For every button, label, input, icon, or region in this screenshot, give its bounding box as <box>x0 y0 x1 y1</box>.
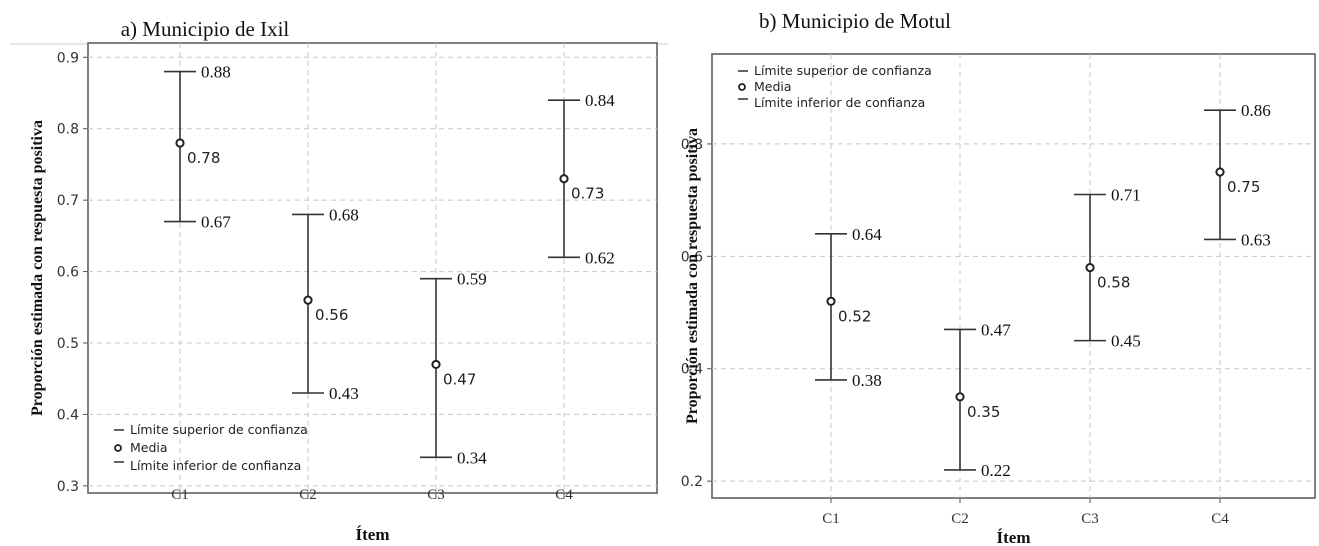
upper-value-label: 0.68 <box>329 205 359 224</box>
y-tick-label: 0.9 <box>57 50 79 66</box>
x-tick-label: C2 <box>299 487 317 503</box>
legend-mean-label: Media <box>130 440 168 455</box>
lower-value-label: 0.34 <box>457 448 487 467</box>
x-tick-label: C3 <box>427 487 445 503</box>
chart-panel-b: b) Municipio de Motul 0.2 0.4 0.6 0.8 C1 C2 C3 C… <box>681 9 1316 546</box>
errorbar-c4: 0.84 0.62 0.73 <box>548 91 615 267</box>
x-axis-label: Ítem <box>356 525 390 544</box>
upper-value-label: 0.59 <box>457 270 487 289</box>
legend-lower-label: Límite inferior de confianza <box>754 95 925 110</box>
errorbar-c3: 0.59 0.34 0.47 <box>420 270 487 467</box>
mean-value-label: 0.35 <box>967 403 1000 421</box>
y-tick-label: 0.2 <box>681 474 703 490</box>
errorbar-c1: 0.64 0.38 0.52 <box>815 225 882 390</box>
mean-point <box>1085 262 1095 273</box>
legend-lower-label: Límite inferior de confianza <box>130 458 301 473</box>
legend-mean-label: Media <box>754 79 792 94</box>
mean-value-label: 0.58 <box>1097 274 1130 292</box>
mean-point <box>955 392 965 402</box>
lower-value-label: 0.63 <box>1241 230 1271 249</box>
lower-value-label: 0.62 <box>585 248 615 267</box>
upper-value-label: 0.88 <box>201 63 231 82</box>
mean-point <box>431 359 441 370</box>
legend-upper-label: Límite superior de confianza <box>130 422 308 437</box>
legend-mean-symbol <box>114 444 122 452</box>
y-axis-label: Proporción estimada con respuesta positi… <box>29 120 46 416</box>
chart-title: a) Municipio de Ixil <box>121 17 290 41</box>
upper-value-label: 0.64 <box>852 225 882 244</box>
mean-point <box>175 138 185 148</box>
mean-value-label: 0.78 <box>187 149 220 167</box>
y-tick-label: 0.8 <box>681 137 703 153</box>
lower-value-label: 0.38 <box>852 371 882 390</box>
mean-value-label: 0.52 <box>838 307 871 325</box>
legend: Límite superior de confianza Media Límite … <box>114 422 308 473</box>
y-tick-label: 0.6 <box>57 265 79 281</box>
x-tick-label: C4 <box>1211 511 1229 527</box>
y-tick-label: 0.4 <box>681 362 703 378</box>
errorbar-c2: 0.68 0.43 0.56 <box>292 205 359 403</box>
x-tick-label: C2 <box>951 511 969 527</box>
y-tick-label: 0.8 <box>57 122 79 138</box>
mean-point <box>1215 167 1225 177</box>
y-tick-label: 0.7 <box>57 193 79 209</box>
y-tick-label: 0.6 <box>681 249 703 265</box>
legend-upper-label: Límite superior de confianza <box>754 63 932 78</box>
upper-value-label: 0.47 <box>981 320 1011 339</box>
y-tick-label: 0.4 <box>57 407 79 423</box>
x-tick-label: C4 <box>555 487 573 503</box>
errorbar-c2: 0.47 0.22 0.35 <box>944 320 1011 480</box>
errorbar-c3: 0.71 0.45 0.58 <box>1074 186 1141 351</box>
upper-value-label: 0.84 <box>585 91 615 110</box>
lower-value-label: 0.67 <box>201 213 231 232</box>
plot-frame <box>87 42 658 494</box>
x-axis-label: Ítem <box>997 528 1031 546</box>
y-axis-label: Proporción estimada con respuesta positi… <box>684 128 701 424</box>
x-tick-label: C1 <box>822 511 840 527</box>
chart-panel-a: a) Municipio de Ixil 0.3 0.4 0.5 0.6 0.7 0.8 0.… <box>10 17 668 544</box>
mean-point <box>303 295 313 305</box>
plot-frame <box>711 53 1316 499</box>
legend: Límite superior de confianzaMediaLímite … <box>738 63 932 110</box>
mean-value-label: 0.56 <box>315 306 348 324</box>
lower-value-label: 0.45 <box>1111 332 1141 351</box>
mean-point <box>826 296 836 306</box>
chart-title: b) Municipio de Motul <box>759 9 951 33</box>
y-tick-label: 0.5 <box>57 336 79 352</box>
upper-value-label: 0.86 <box>1241 101 1271 120</box>
x-tick-label: C1 <box>171 487 189 503</box>
upper-value-label: 0.71 <box>1111 186 1141 205</box>
errorbar-c1: 0.88 0.67 0.78 <box>164 63 231 232</box>
lower-value-label: 0.22 <box>981 461 1011 480</box>
x-tick-label: C3 <box>1081 511 1099 527</box>
y-tick-label: 0.3 <box>57 479 79 495</box>
mean-value-label: 0.73 <box>571 185 604 203</box>
mean-value-label: 0.75 <box>1227 178 1260 196</box>
lower-value-label: 0.43 <box>329 384 359 403</box>
legend-mean-symbol <box>738 83 746 91</box>
mean-value-label: 0.47 <box>443 370 476 388</box>
mean-point <box>559 174 569 184</box>
errorbar-c4: 0.86 0.63 0.75 <box>1204 101 1271 249</box>
